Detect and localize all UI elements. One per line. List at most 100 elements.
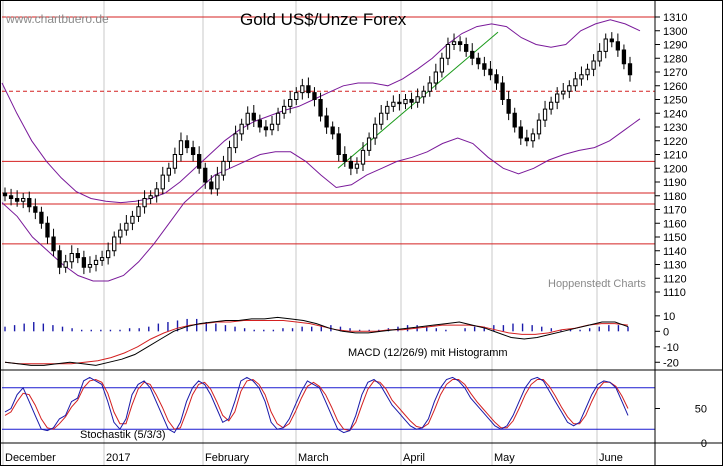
candle-body [75,253,80,259]
y-tick-label: 1130 [663,260,687,272]
candle-body [354,163,360,169]
candle-body [597,50,602,62]
y-tick-label: 1190 [663,177,687,189]
candle-body [348,160,354,169]
candle-body [445,44,451,59]
candle-body [306,85,311,94]
y-tick-label: 1170 [663,205,687,217]
candle-body [506,99,511,114]
candle-body [118,229,123,238]
y-tick-label: 1110 [663,287,686,299]
candle-body [69,253,74,263]
candle-body [203,167,208,183]
candle-body [342,154,347,162]
price-panel [1,16,655,282]
candle-body [391,101,396,107]
candle-body [257,119,263,128]
candle-body [245,112,250,125]
candle-body [415,96,420,103]
candle-body [555,93,560,103]
y-tick-label: 1300 [663,26,687,38]
candle-body [148,195,153,199]
candle-body [409,99,414,103]
candle-body [21,198,26,202]
stochastic-tick-label: 0 [701,438,707,450]
candle-body [190,147,196,155]
candle-body [561,90,566,95]
macd-tick-label: -20 [663,357,679,369]
candle-body [63,261,68,268]
candle-body [106,250,111,259]
candle-body [93,259,99,265]
x-tick-label: December [5,452,56,464]
macd-panel [0,316,723,371]
candle-body [33,206,38,213]
candle-body [330,126,335,135]
x-tick-label: 2017 [106,452,130,464]
candle-body [421,90,426,98]
candle-body [197,154,202,169]
candle-body [530,133,536,142]
candle-body [615,41,621,51]
y-tick-label: 1310 [663,12,687,24]
y-tick-label: 1210 [663,150,687,162]
candle-body [239,123,244,135]
candle-body [39,211,44,224]
candle-body [591,60,596,70]
candle-body [439,57,445,73]
candle-body [542,108,548,121]
x-tick-label: May [494,452,515,464]
candle-body [142,198,147,208]
candle-body [124,222,129,231]
source-watermark: www.chartbuero.de [5,12,109,26]
candle-body [470,50,475,59]
y-tick-label: 1180 [663,191,687,203]
stochastic-panel [0,376,723,444]
credit-label: Hoppenstedt Charts [548,278,646,290]
candle-body [318,99,323,117]
candle-body [573,78,578,87]
candle-body [312,92,317,100]
candle-body [136,206,141,217]
candle-body [51,236,56,252]
candle-body [300,85,305,94]
y-tick-label: 1160 [663,218,687,230]
candle-body [524,137,529,142]
y-tick-label: 1250 [663,95,687,107]
candle-body [14,198,20,202]
stochastic-k-line [4,376,629,434]
bollinger-lower [1,118,641,282]
macd-tick-label: -10 [663,342,679,354]
candle-body [457,41,463,45]
candle-body [8,195,14,199]
candle-body [99,257,105,261]
macd-tick-label: 0 [663,326,669,338]
candle-body [360,149,366,165]
candle-body [548,101,554,110]
y-tick-label: 1290 [663,40,687,52]
candle-body [184,140,190,149]
y-tick-label: 1140 [663,246,687,258]
y-tick-label: 1260 [663,81,687,93]
x-tick-label: March [298,452,329,464]
candle-body [209,181,214,190]
candle-body [233,133,238,149]
y-tick-label: 1150 [663,232,687,244]
y-tick-label: 1220 [663,136,687,148]
candle-body [494,74,499,84]
y-tick-label: 1270 [663,67,687,79]
candle-body [464,44,469,52]
candle-body [536,119,542,135]
candle-body [160,174,165,190]
y-tick-label: 1230 [663,122,687,134]
candle-body [451,41,457,45]
candle-body [512,112,517,128]
candle-body [603,38,608,52]
candle-body [2,192,8,197]
candle-body [221,160,226,176]
candle-body [27,198,32,208]
candle-body [81,257,87,268]
candle-body [336,133,341,155]
x-tick-label: June [599,452,623,464]
